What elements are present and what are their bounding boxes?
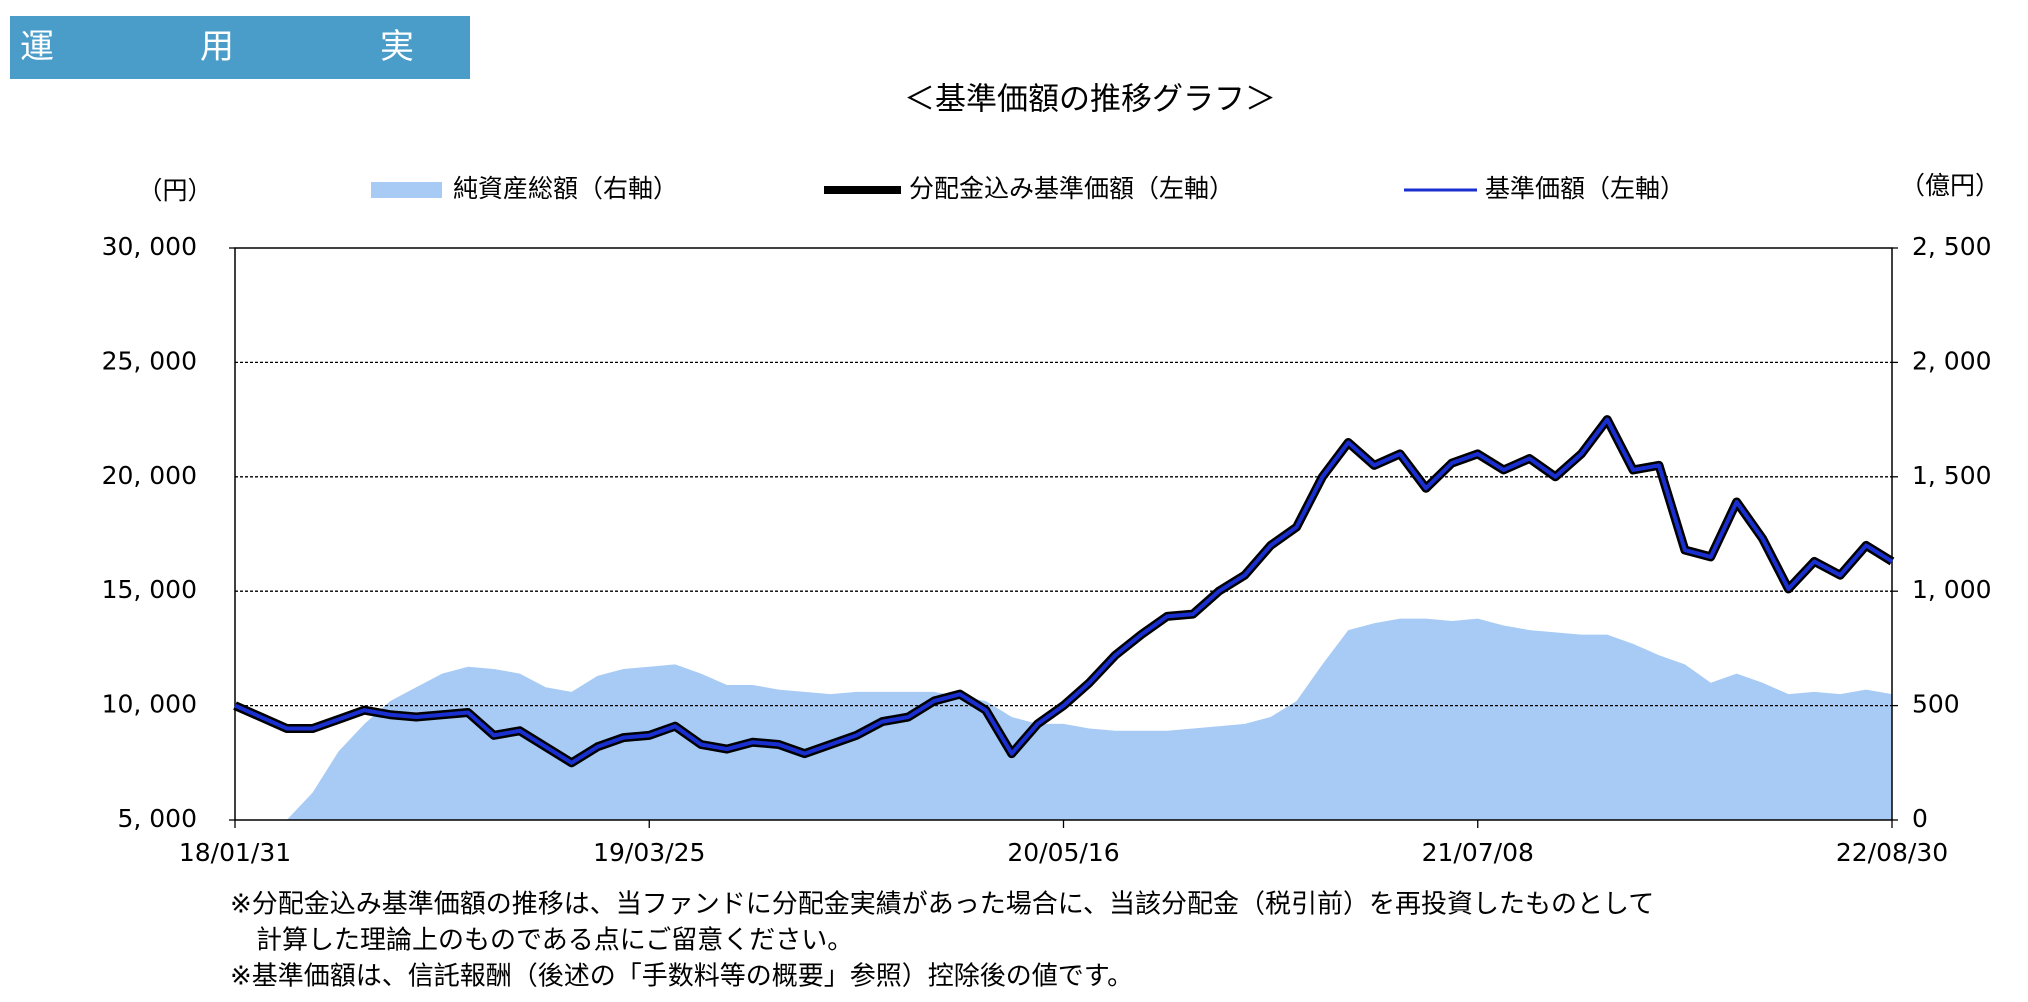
line	[234, 417, 1894, 765]
y-tick-label: 30, 000	[102, 232, 197, 261]
x-tick-label: 22/08/30	[1836, 838, 1948, 867]
y-tick-label: 5, 000	[117, 804, 197, 833]
note: 計算した理論上のものである点にご留意ください。	[230, 926, 853, 956]
y-tick-label: 10, 000	[102, 690, 197, 719]
y2-tick-label: 1, 000	[1912, 575, 1992, 604]
area	[235, 618, 1892, 820]
y2-tick-label: 0	[1912, 804, 1928, 833]
legend-label: 純資産総額（右軸）	[453, 174, 678, 203]
y-tick-label: 15, 000	[102, 575, 197, 604]
x-tick-label: 20/05/16	[1007, 838, 1119, 867]
y2-tick-label: 1, 500	[1912, 461, 1992, 490]
x-tick-label: 21/07/08	[1422, 838, 1534, 867]
legend-label: 分配金込み基準価額（左軸）	[909, 174, 1234, 203]
y2-tick-label: 2, 000	[1912, 346, 1992, 375]
legend-label: 基準価額（左軸）	[1485, 174, 1685, 203]
note: ※分配金込み基準価額の推移は、当ファンドに分配金実績があった場合に、当該分配金（…	[230, 890, 1654, 920]
x-tick-label: 18/01/31	[179, 838, 291, 867]
legend-swatch	[371, 182, 442, 198]
y-tick-label: 25, 000	[102, 346, 197, 375]
y2-axis-label: （億円）	[1900, 171, 2000, 200]
note: ※基準価額は、信託報酬（後述の「手数料等の概要」参照）控除後の値です。	[230, 962, 1133, 992]
y-axis-label: （円）	[137, 176, 212, 205]
y-tick-label: 20, 000	[102, 461, 197, 490]
y2-tick-label: 500	[1912, 690, 1960, 719]
y2-tick-label: 2, 500	[1912, 232, 1992, 261]
x-tick-label: 19/03/25	[593, 838, 705, 867]
chart-title: ＜基準価額の推移グラフ＞	[904, 82, 1276, 118]
